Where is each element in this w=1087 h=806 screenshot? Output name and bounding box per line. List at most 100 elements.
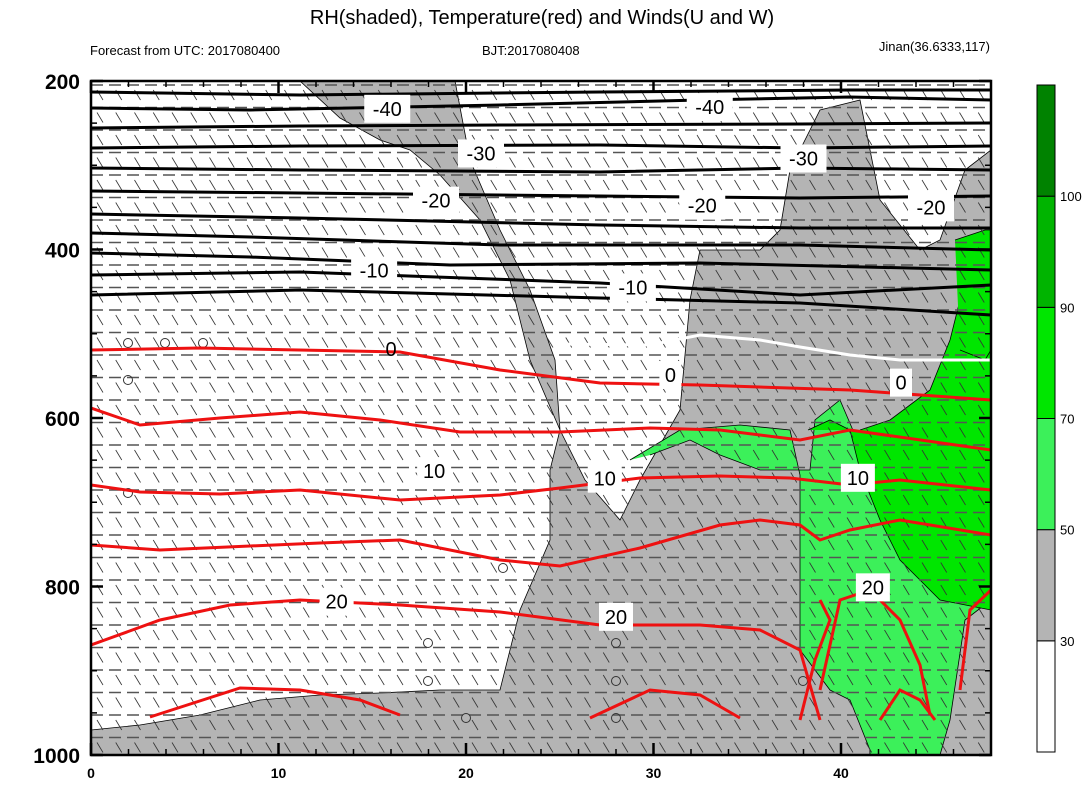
wind-barb <box>490 742 498 753</box>
wind-barb <box>227 112 235 123</box>
wind-barb <box>715 674 723 686</box>
wind-barb <box>771 742 779 753</box>
wind-barb <box>434 359 441 371</box>
wind-barb <box>640 562 648 573</box>
wind-barb <box>527 314 535 326</box>
wind-barb <box>921 292 929 303</box>
wind-barb <box>771 494 779 506</box>
wind-barb <box>302 584 310 596</box>
wind-barb <box>265 359 273 371</box>
wind-barb <box>865 314 873 326</box>
wind-barb <box>546 382 554 393</box>
wind-barb <box>659 494 666 506</box>
wind-barb <box>584 652 591 663</box>
wind-barb <box>940 382 948 393</box>
y-tick-label: 1000 <box>33 745 80 768</box>
wind-barb <box>321 517 329 528</box>
wind-barb <box>940 539 948 551</box>
wind-barb <box>302 247 310 258</box>
wind-barb <box>302 562 310 573</box>
wind-barb <box>752 607 760 618</box>
wind-barb <box>884 562 891 573</box>
wind-barb <box>265 337 273 348</box>
wind-barb <box>584 742 591 753</box>
x-tick-label: 0 <box>87 765 95 781</box>
wind-barb <box>771 539 779 551</box>
wind-barb <box>340 157 348 168</box>
wind-barb <box>377 314 385 326</box>
colorbar-bin <box>1036 418 1056 531</box>
wind-barb <box>734 359 741 371</box>
wind-barb <box>302 112 310 123</box>
wind-barb <box>790 427 798 438</box>
wind-barb <box>302 427 310 438</box>
wind-barb <box>471 404 479 416</box>
wind-barb <box>734 539 741 551</box>
wind-barb <box>977 134 985 146</box>
wind-barb <box>827 247 835 258</box>
wind-barb <box>790 247 798 258</box>
wind-barb <box>396 292 404 303</box>
wind-barb <box>565 449 573 461</box>
wind-barb <box>527 224 535 236</box>
wind-barb <box>827 584 835 596</box>
wind-barb <box>565 697 573 708</box>
contour-label-box <box>609 273 656 302</box>
wind-barb <box>696 607 704 618</box>
wind-barb <box>452 539 460 551</box>
wind-barb <box>546 584 554 596</box>
wind-barb <box>677 449 685 461</box>
wind-barb <box>396 539 404 551</box>
wind-barb <box>734 742 741 753</box>
wind-barb <box>490 314 498 326</box>
wind-barb <box>227 674 235 686</box>
wind-barb <box>771 584 779 596</box>
wind-barb <box>190 652 198 663</box>
wind-barb <box>940 112 948 123</box>
wind-barb <box>377 697 385 708</box>
wind-barb <box>452 629 460 641</box>
wind-barb <box>284 112 291 123</box>
wind-barb <box>940 742 948 753</box>
wind-barb <box>190 314 198 326</box>
wind-barb <box>490 337 498 348</box>
wind-barb <box>265 652 273 663</box>
wind-barb <box>865 134 873 146</box>
wind-barb <box>115 314 123 326</box>
wind-barb <box>152 652 160 663</box>
wind-barb <box>452 449 460 461</box>
wind-barb <box>190 472 198 483</box>
wind-barb <box>134 719 141 731</box>
wind-barb <box>884 314 891 326</box>
wind-barb <box>302 719 310 731</box>
wind-barb <box>227 629 235 641</box>
wind-barb <box>959 292 966 303</box>
wind-barb <box>434 134 441 146</box>
wind-barb <box>284 224 291 236</box>
wind-barb <box>265 517 273 528</box>
wind-barb <box>584 337 591 348</box>
wind-barb <box>227 719 235 731</box>
wind-barb <box>865 202 873 213</box>
wind-barb <box>902 584 910 596</box>
wind-barb <box>321 292 329 303</box>
wind-barb <box>677 652 685 663</box>
wind-barb <box>284 629 291 641</box>
x-tick-label: 10 <box>271 765 287 781</box>
wind-barb <box>884 382 891 393</box>
wind-barb <box>227 314 235 326</box>
wind-barb <box>884 607 891 618</box>
wind-barb <box>509 179 516 191</box>
y-tick-label: 800 <box>45 577 80 600</box>
wind-barb <box>565 269 573 281</box>
wind-barb <box>546 404 554 416</box>
wind-barb <box>865 157 873 168</box>
wind-barb <box>265 224 273 236</box>
wind-barb <box>190 359 198 371</box>
wind-barb <box>302 472 310 483</box>
wind-barb <box>434 742 441 753</box>
wind-barb <box>621 652 629 663</box>
contour-label: 20 <box>326 592 348 614</box>
wind-barb <box>677 584 685 596</box>
wind-barb <box>640 584 648 596</box>
